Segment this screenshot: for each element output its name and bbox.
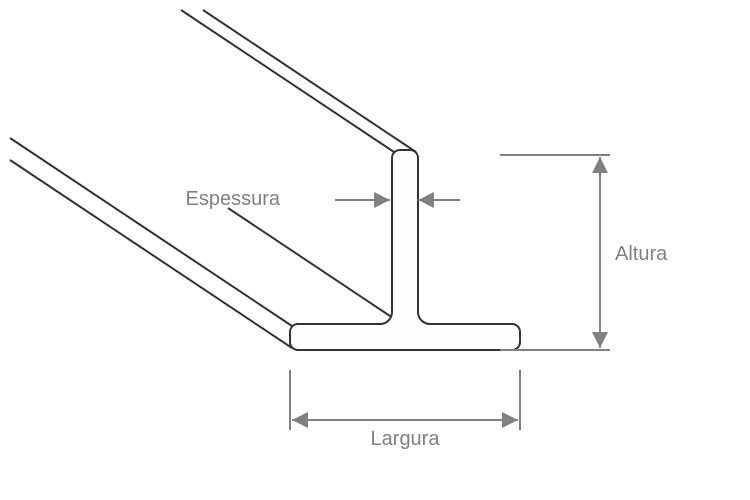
dimension-altura [500, 155, 610, 350]
label-largura: Largura [371, 428, 441, 450]
dimension-largura [290, 370, 520, 430]
label-espessura: Espessura [186, 188, 281, 210]
t-beam-profile [10, 10, 520, 350]
label-altura: Altura [615, 243, 668, 265]
